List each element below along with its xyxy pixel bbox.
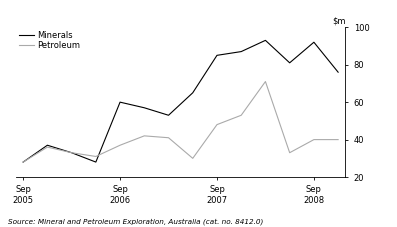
Petroleum	[336, 138, 341, 141]
Minerals	[263, 39, 268, 42]
Minerals	[287, 62, 292, 64]
Minerals	[142, 106, 146, 109]
Minerals	[118, 101, 122, 104]
Petroleum	[191, 157, 195, 160]
Minerals	[21, 161, 25, 163]
Minerals	[93, 161, 98, 163]
Petroleum	[45, 146, 50, 148]
Text: $m: $m	[332, 17, 345, 26]
Text: Source: Mineral and Petroleum Exploration, Australia (cat. no. 8412.0): Source: Mineral and Petroleum Exploratio…	[8, 218, 263, 225]
Minerals	[45, 144, 50, 147]
Petroleum	[239, 114, 244, 117]
Petroleum	[215, 123, 220, 126]
Petroleum	[21, 161, 25, 163]
Minerals	[215, 54, 220, 57]
Minerals	[166, 114, 171, 117]
Minerals	[336, 71, 341, 74]
Line: Minerals: Minerals	[23, 40, 338, 162]
Petroleum	[69, 151, 74, 154]
Line: Petroleum: Petroleum	[23, 81, 338, 162]
Petroleum	[263, 80, 268, 83]
Petroleum	[287, 151, 292, 154]
Minerals	[69, 151, 74, 154]
Minerals	[191, 91, 195, 94]
Minerals	[239, 50, 244, 53]
Minerals	[312, 41, 316, 44]
Petroleum	[118, 144, 122, 147]
Petroleum	[312, 138, 316, 141]
Petroleum	[142, 134, 146, 137]
Petroleum	[166, 136, 171, 139]
Legend: Minerals, Petroleum: Minerals, Petroleum	[16, 27, 84, 54]
Petroleum	[93, 155, 98, 158]
